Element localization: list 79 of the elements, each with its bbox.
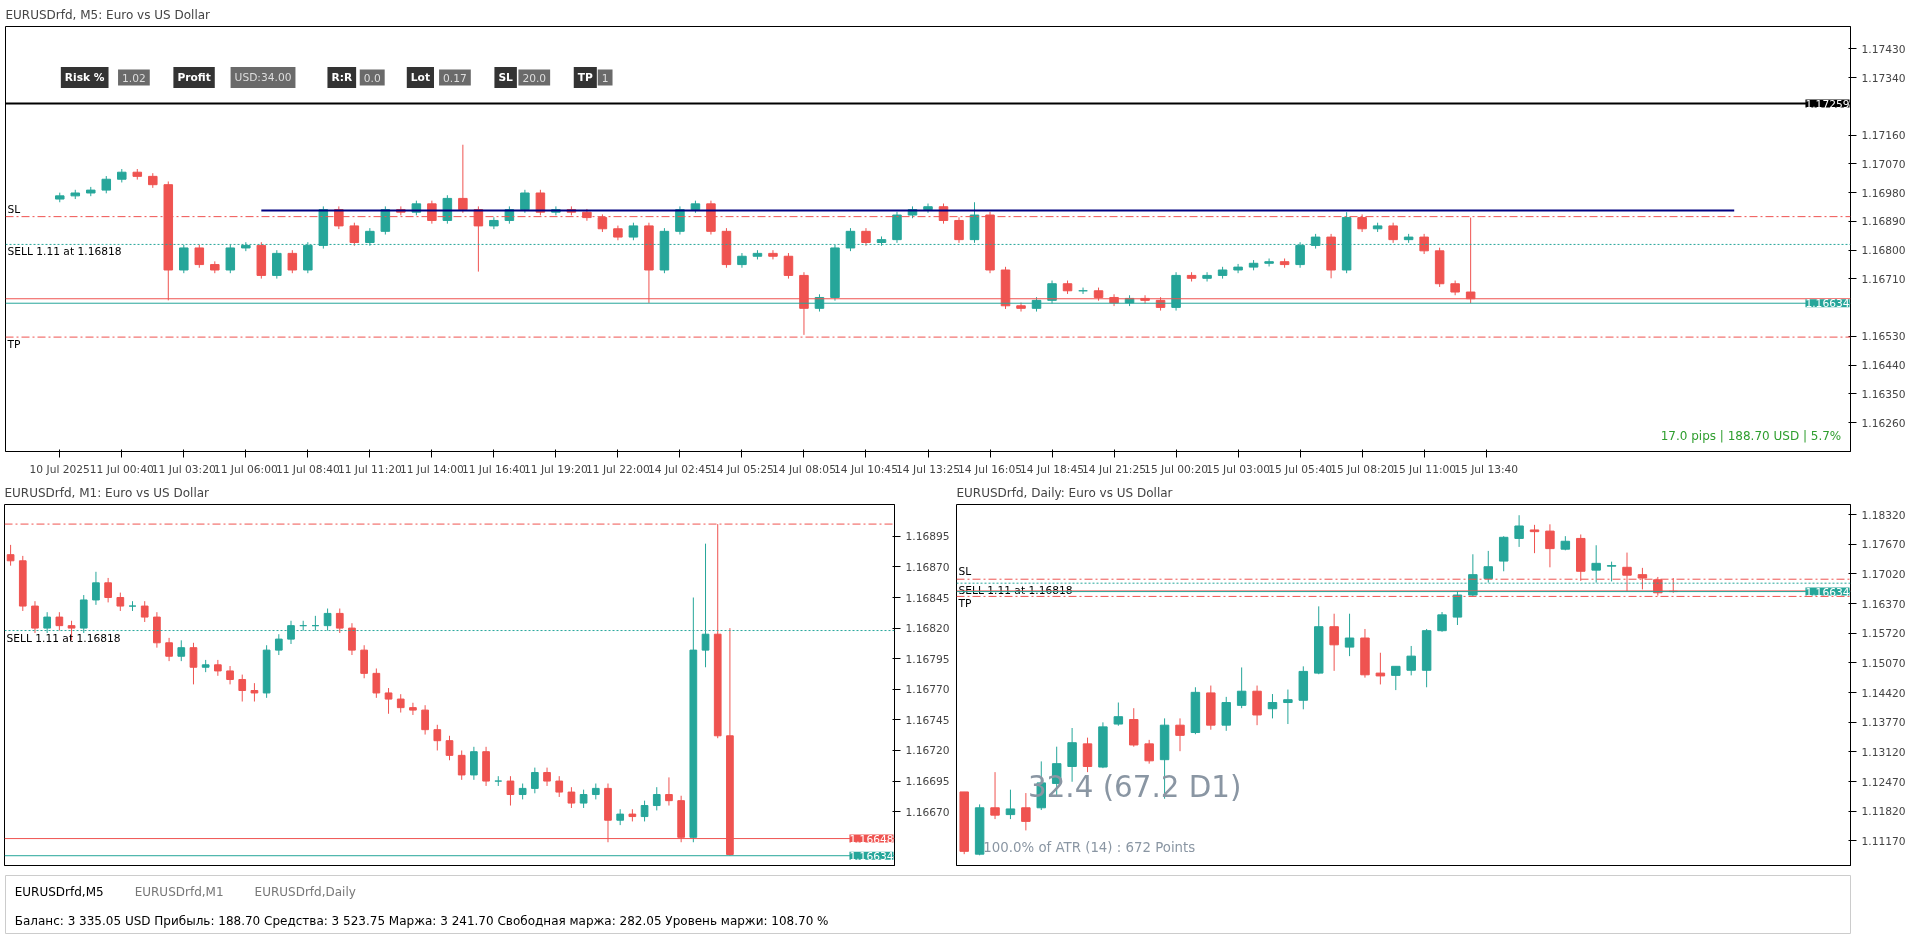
text: EURUSDrfd,M1	[134, 884, 224, 899]
y-tick-label: 1.16530	[1861, 330, 1906, 344]
y-tick-label: 1.16800	[1861, 244, 1906, 258]
y-tick-label: 1.16710	[1861, 272, 1906, 286]
y-tick-label: 1.16720	[905, 744, 950, 758]
y-tick-label: 1.18320	[1861, 508, 1906, 522]
annotation: 0.17	[443, 71, 467, 85]
text: EURUSDrfd,Daily	[254, 884, 356, 899]
y-tick-label: 1.17160	[1861, 129, 1906, 143]
ref-line-label: TP	[6, 338, 22, 352]
x-tick-label: 11 Jul 00:40	[89, 462, 154, 476]
y-tick-label: 1.17070	[1861, 157, 1906, 171]
chart-title: EURUSDrfd, M5: Euro vs US Dollar	[5, 7, 211, 22]
y-tick-label: 1.14420	[1861, 686, 1906, 700]
x-tick-label: 14 Jul 18:45	[1020, 462, 1084, 476]
ref-line-label: SELL 1.11 at 1.16818	[7, 245, 122, 259]
y-tick-label: 1.16260	[1861, 416, 1906, 430]
x-tick-label: 10 Jul 2025	[29, 462, 90, 476]
y-tick-label: 1.16870	[905, 560, 950, 574]
y-tick-label: 1.16895	[905, 530, 950, 544]
y-tick-label: 1.15720	[1861, 627, 1906, 641]
x-tick-label: 14 Jul 08:05	[772, 462, 836, 476]
ref-line-label: 1.16648	[849, 832, 894, 846]
y-tick-label: 1.16745	[905, 713, 950, 727]
ref-line-label: SL	[958, 565, 972, 579]
text: EURUSDrfd,M5	[14, 884, 104, 899]
x-tick-label: 14 Jul 05:25	[710, 462, 774, 476]
annotation: 20.0	[522, 71, 547, 85]
x-tick-label: 15 Jul 11:00	[1392, 462, 1457, 476]
y-tick-label: 1.12470	[1861, 775, 1906, 789]
y-tick-label: 1.13120	[1861, 745, 1906, 759]
annotation: Lot	[410, 71, 431, 84]
y-tick-label: 1.17340	[1861, 71, 1906, 85]
y-tick-label: 1.17670	[1861, 538, 1906, 552]
ref-line-label: 1.16634	[1805, 297, 1850, 311]
annotation: R:R	[331, 71, 353, 84]
annotation: 1	[601, 71, 609, 85]
y-tick-label: 1.16350	[1861, 387, 1906, 401]
y-tick-label: 1.16845	[905, 591, 950, 605]
y-tick-label: 1.17430	[1861, 42, 1906, 56]
ref-line-label: 1.16634	[849, 849, 894, 863]
text: Баланс: 3 335.05 USD Прибыль: 188.70 Средства: 3 523.75 Маржа: 3 241.70 Свободная маржа: 282.05 Уровень маржи: 108.70 %	[14, 913, 829, 928]
y-tick-label: 1.17020	[1861, 567, 1906, 581]
x-tick-label: 15 Jul 03:00	[1206, 462, 1271, 476]
annotation: 0.0	[363, 71, 381, 85]
y-tick-label: 1.16820	[905, 622, 950, 636]
y-tick-label: 1.16370	[1861, 597, 1906, 611]
x-tick-label: 14 Jul 10:45	[834, 462, 898, 476]
annotation: USD:34.00	[234, 71, 292, 84]
ref-line-label: 1.16634	[1805, 585, 1850, 599]
y-tick-label: 1.16440	[1861, 359, 1906, 373]
chart-title: EURUSDrfd, Daily: Euro vs US Dollar	[956, 485, 1173, 500]
annotation: SL	[498, 71, 514, 84]
y-tick-label: 1.11170	[1861, 834, 1906, 848]
y-tick-label: 1.13770	[1861, 716, 1906, 730]
y-tick-label: 1.15070	[1861, 656, 1906, 670]
annotation: 17.0 pips | 188.70 USD | 5.7%	[1660, 429, 1842, 443]
x-tick-label: 15 Jul 00:20	[1144, 462, 1209, 476]
ref-line-label: 1.17259	[1805, 97, 1850, 111]
annotation: Risk %	[64, 71, 105, 84]
annotation: Profit	[177, 71, 211, 84]
y-tick-label: 1.16890	[1861, 215, 1906, 229]
y-tick-label: 1.16795	[905, 652, 950, 666]
annotation: 1.02	[122, 71, 146, 85]
ref-line-label: SL	[7, 202, 21, 216]
annotation: TP	[577, 71, 594, 84]
y-tick-label: 1.11820	[1861, 805, 1906, 819]
x-tick-label: 15 Jul 08:20	[1330, 462, 1395, 476]
x-tick-label: 14 Jul 16:05	[958, 462, 1022, 476]
x-tick-label: 15 Jul 13:40	[1454, 462, 1519, 476]
y-tick-label: 1.16980	[1861, 186, 1906, 200]
x-tick-label: 15 Jul 05:40	[1268, 462, 1333, 476]
ref-line-label: TP	[957, 597, 973, 611]
y-tick-label: 1.16770	[905, 683, 950, 697]
chart-title: EURUSDrfd, M1: Euro vs US Dollar	[4, 485, 210, 500]
ref-line-label: SELL 1.11 at 1.16818	[6, 631, 121, 645]
y-tick-label: 1.16695	[905, 775, 950, 789]
x-tick-label: 14 Jul 13:25	[896, 462, 960, 476]
y-tick-label: 1.16670	[905, 805, 950, 819]
